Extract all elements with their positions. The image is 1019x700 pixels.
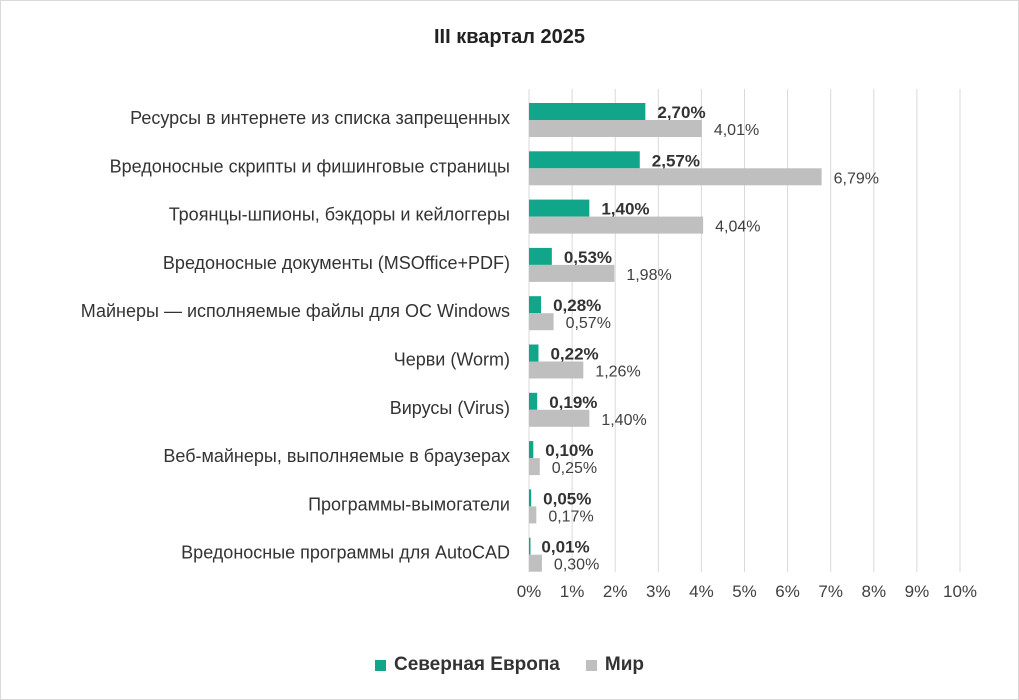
bar-world	[529, 554, 542, 572]
legend-item-north-europe: Северная Европа	[374, 654, 560, 676]
data-label-north-europe: 1,40%	[601, 200, 649, 219]
bar-world	[529, 313, 554, 331]
bar-north-europe	[529, 151, 640, 169]
data-label-world: 4,01%	[714, 122, 759, 139]
category-label: Программы-вымогатели	[308, 494, 510, 514]
category-label: Вредоносные скрипты и фишинговые страниц…	[110, 156, 510, 176]
legend-label-north-europe: Северная Европа	[393, 654, 560, 675]
legend-label-world: Мир	[604, 654, 645, 675]
bar-north-europe	[529, 296, 542, 314]
category-label: Троянцы-шпионы, бэкдоры и кейлоггеры	[169, 205, 510, 225]
bar-north-europe	[529, 247, 552, 265]
x-tick-label-3: 3%	[646, 582, 671, 601]
bar-world	[529, 361, 584, 379]
category-label: Вирусы (Virus)	[390, 398, 510, 418]
bar-north-europe	[529, 392, 538, 410]
legend-swatch-north-europe	[374, 659, 386, 671]
bar-chart: 0% 1% 2% 3% 4% 5% 6% 7% 8% 9% 10% Ресурсы в интерне…	[81, 89, 977, 601]
category-label: Ресурсы в интернете из списка запрещенны…	[130, 108, 510, 128]
bar-north-europe	[529, 344, 539, 362]
x-tick-label-2: 2%	[603, 582, 628, 601]
data-label-world: 1,26%	[595, 364, 640, 381]
data-label-north-europe: 0,53%	[564, 248, 612, 267]
category-label: Черви (Worm)	[394, 350, 510, 370]
data-label-north-europe: 0,28%	[553, 296, 601, 315]
x-tick-label-10: 10%	[943, 582, 977, 601]
data-label-north-europe: 0,22%	[550, 345, 598, 364]
bar-north-europe	[529, 489, 532, 507]
bar-world	[529, 120, 702, 137]
x-tick-label-7: 7%	[818, 582, 843, 601]
bar-north-europe	[529, 199, 590, 217]
bar-world	[529, 264, 615, 282]
data-label-north-europe: 0,05%	[543, 489, 591, 508]
x-tick-label-6: 6%	[775, 582, 800, 601]
bar-world	[529, 409, 590, 427]
bar-north-europe	[529, 103, 646, 120]
category-label: Вредоносные документы (MSOffice+PDF)	[163, 253, 510, 273]
bar-world	[529, 506, 537, 524]
legend-item-world: Мир	[585, 654, 645, 676]
data-label-world: 1,40%	[601, 412, 646, 429]
x-tick-label-9: 9%	[905, 582, 930, 601]
data-label-world: 0,17%	[548, 508, 593, 525]
x-tick-label-0: 0%	[517, 582, 542, 601]
data-label-north-europe: 0,01%	[541, 538, 589, 557]
x-tick-label-5: 5%	[732, 582, 757, 601]
category-label: Вредоносные программы для AutoCAD	[181, 543, 510, 563]
chart-title: III квартал 2025	[433, 26, 585, 48]
data-label-north-europe: 2,70%	[657, 103, 705, 122]
bar-north-europe	[529, 441, 534, 459]
bar-north-europe	[529, 537, 531, 555]
data-label-north-europe: 2,57%	[652, 151, 700, 170]
data-label-north-europe: 0,19%	[549, 393, 597, 412]
bar-world	[529, 458, 540, 476]
chart-legend: Северная Европа Мир	[0, 654, 1019, 676]
bar-world	[529, 168, 822, 186]
x-tick-label-4: 4%	[689, 582, 714, 601]
data-label-north-europe: 0,10%	[545, 441, 593, 460]
legend-swatch-world	[585, 659, 597, 671]
data-label-world: 0,30%	[554, 557, 599, 574]
data-label-world: 4,04%	[715, 219, 760, 236]
data-label-world: 0,25%	[552, 460, 597, 477]
data-label-world: 0,57%	[566, 315, 611, 332]
x-tick-label-1: 1%	[560, 582, 585, 601]
category-label: Веб-майнеры, выполняемые в браузерах	[163, 446, 510, 466]
category-label: Майнеры — исполняемые файлы для ОС Windo…	[81, 301, 510, 321]
bar-world	[529, 216, 704, 234]
x-tick-label-8: 8%	[862, 582, 887, 601]
data-label-world: 1,98%	[626, 267, 671, 284]
data-label-world: 6,79%	[834, 170, 879, 187]
